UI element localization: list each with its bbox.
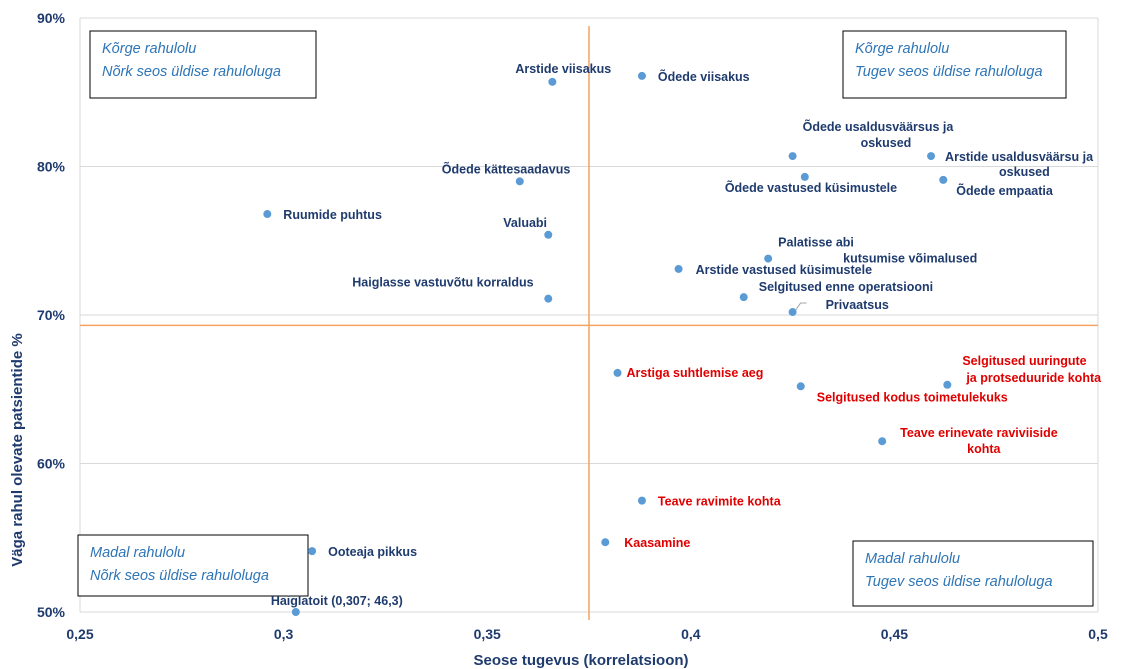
data-point xyxy=(544,230,553,239)
x-tick-label: 0,3 xyxy=(274,626,294,642)
quadrant-box-bottom-left xyxy=(77,534,309,597)
data-point xyxy=(800,172,809,181)
y-tick-label: 70% xyxy=(37,307,66,323)
data-point xyxy=(764,254,773,263)
threshold-lines xyxy=(80,26,1098,620)
data-point xyxy=(788,308,797,317)
data-point xyxy=(739,293,748,302)
point-label: Teave ravimite kohta xyxy=(658,495,782,509)
point-label-line: Selgitused uuringute xyxy=(962,354,1086,368)
axis-ticks: 50% 60% 70% 80% 90% 0,25 0,3 0,35 0,4 0,45 0,5 xyxy=(37,10,1108,642)
data-point xyxy=(927,152,936,161)
x-tick-label: 0,25 xyxy=(66,626,93,642)
point-label: Arstiga suhtlemise aeg xyxy=(627,366,764,380)
x-tick-label: 0,4 xyxy=(681,626,701,642)
data-point xyxy=(943,380,952,389)
point-label-line: kutsumise võimalused xyxy=(843,252,977,266)
point-label: Õdede kättesaadavus xyxy=(442,161,571,176)
point-label: Õdede vastused küsimustele xyxy=(725,180,897,195)
x-tick-label: 0,45 xyxy=(881,626,908,642)
data-point xyxy=(939,175,948,184)
y-tick-label: 60% xyxy=(37,456,66,472)
y-tick-label: 80% xyxy=(37,159,66,175)
point-label: Õdede viisakus xyxy=(658,69,750,84)
data-point xyxy=(788,152,797,161)
data-point xyxy=(878,437,887,446)
point-label: Ooteaja pikkus xyxy=(328,545,417,559)
quadrant-box-bottom-right xyxy=(852,540,1094,607)
x-axis-title: Seose tugevus (korrelatsioon) xyxy=(473,652,688,669)
data-point xyxy=(263,210,272,219)
quadrant-text-top-left: Nõrk seos üldise rahuloluga xyxy=(102,64,281,80)
point-label: Haiglatoit (0,307; 46,3) xyxy=(271,594,403,608)
point-label: Õdede empaatia xyxy=(956,183,1054,198)
point-label: Privaatsus xyxy=(826,298,889,312)
y-tick-label: 50% xyxy=(37,604,66,620)
data-point xyxy=(544,294,553,303)
data-point xyxy=(613,368,622,377)
point-label-line: Teave erinevate raviviiside xyxy=(900,426,1058,440)
data-point xyxy=(601,538,610,547)
y-axis-title: Väga rahul olevate patsientide % xyxy=(9,333,26,566)
quadrant-text-bottom-left: Nõrk seos üldise rahuloluga xyxy=(90,568,269,584)
point-label: Selgitused uuringute ja protseduuride koh… xyxy=(962,354,1102,385)
point-label: Valuabi xyxy=(503,216,547,230)
point-label: Arstide usaldusväärsu ja oskused xyxy=(945,150,1094,179)
quadrant-box-top-right xyxy=(842,30,1067,99)
quadrant-text-bottom-left: Madal rahulolu xyxy=(90,545,185,561)
data-point xyxy=(637,496,646,505)
point-label: Ruumide puhtus xyxy=(283,208,382,222)
data-point xyxy=(515,177,524,186)
point-label-line: oskused xyxy=(999,165,1050,179)
point-labels: Arstide viisakus Õdede viisakus Õdede kätt… xyxy=(271,62,1102,608)
data-point xyxy=(796,382,805,391)
quadrant-text-top-right: Kõrge rahulolu xyxy=(855,41,949,57)
y-tick-label: 90% xyxy=(37,10,66,26)
point-label: Arstide vastused küsimustele xyxy=(696,263,873,277)
point-label: Selgitused kodus toimetulekuks xyxy=(817,390,1008,404)
point-label: Kaasamine xyxy=(624,536,690,550)
point-label: Õdede usaldusväärsus ja oskused xyxy=(803,119,955,150)
x-tick-label: 0,35 xyxy=(474,626,501,642)
quadrant-text-top-right: Tugev seos üldise rahuloluga xyxy=(855,64,1043,80)
data-point xyxy=(674,264,683,273)
point-label: Arstide viisakus xyxy=(515,62,611,76)
point-label: Teave erinevate raviviiside kohta xyxy=(900,426,1058,456)
point-label-line: kohta xyxy=(967,442,1001,456)
quadrant-text-top-left: Kõrge rahulolu xyxy=(102,41,196,57)
data-point xyxy=(308,547,317,556)
quadrant-text-bottom-right: Madal rahulolu xyxy=(865,551,960,567)
data-point xyxy=(548,77,557,86)
point-label-line: Palatisse abi xyxy=(778,236,854,250)
point-label-line: Õdede usaldusväärsus ja xyxy=(803,119,955,134)
data-point xyxy=(291,608,300,616)
quadrant-text-bottom-right: Tugev seos üldise rahuloluga xyxy=(865,574,1053,590)
point-label: Selgitused enne operatsiooni xyxy=(759,280,933,294)
point-label: Palatisse abi kutsumise võimalused xyxy=(778,236,977,266)
label-leader-line xyxy=(795,302,807,311)
quadrant-labels: Kõrge rahulolu Nõrk seos üldise rahulolug… xyxy=(77,30,1094,607)
data-points xyxy=(263,71,952,616)
point-label-line: oskused xyxy=(861,136,912,150)
point-label-line: ja protseduuride kohta xyxy=(965,371,1102,385)
point-label: Haiglasse vastuvõtu korraldus xyxy=(352,276,533,290)
point-label-line: Arstide usaldusväärsu ja xyxy=(945,150,1094,164)
quadrant-box-top-left xyxy=(89,30,317,99)
x-tick-label: 0,5 xyxy=(1088,626,1108,642)
data-point xyxy=(637,71,646,80)
